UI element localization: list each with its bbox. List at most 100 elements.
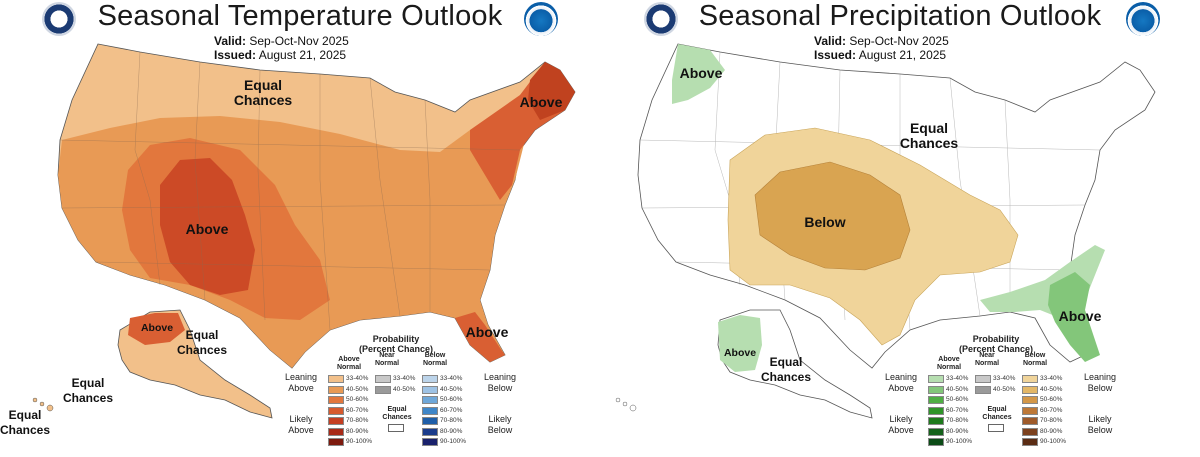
legend-near-range: 40-50% — [993, 385, 1016, 393]
precip-label-above-northwest: Above — [679, 65, 723, 81]
legend-below-range: 50-60% — [1040, 396, 1063, 403]
alaska-above-region — [128, 313, 185, 345]
legend-above-swatch — [328, 396, 344, 404]
legend-above-range: 70-80% — [346, 417, 369, 424]
temp-label-above-florida: Above — [465, 324, 509, 340]
legend-title: Probability (Percent Chance) — [358, 334, 434, 354]
legend-below-range: 50-60% — [440, 396, 463, 403]
legend-below-swatch — [1022, 427, 1038, 436]
doc-seal-icon — [644, 2, 678, 36]
temperature-issued: Issued: August 21, 2025 — [214, 48, 346, 63]
legend-likely-above: Likely Above — [288, 414, 314, 435]
legend-equal-chances-swatch — [388, 424, 404, 432]
legend-col-near: Near Normal — [374, 352, 400, 367]
legend-below-swatch — [1022, 385, 1038, 394]
valid-label: Valid: — [814, 34, 847, 48]
precip-label-below-center: Below — [804, 214, 846, 230]
legend-above-swatch — [928, 375, 944, 383]
precip-florida-above-region — [1048, 272, 1100, 362]
legend-above-swatch — [328, 417, 344, 425]
legend-above-range: 60-70% — [346, 406, 369, 414]
temp-label-above-northeast: Above — [519, 94, 563, 110]
legend-col-below: Below Normal — [1022, 352, 1048, 367]
issued-label: Issued: — [814, 48, 857, 62]
legend-below-swatch — [422, 396, 438, 404]
legend-above-range: 60-70% — [946, 406, 969, 414]
legend-above-range: 80-90% — [946, 427, 969, 435]
legend-col-above: Above Normal — [936, 356, 962, 371]
legend-above-swatch — [928, 438, 944, 446]
temp-label-equal-hawaii: Equal Chances — [0, 408, 51, 437]
temp-label-above-southwest: Above — [185, 221, 229, 237]
precip-label-above-southeast: Above — [1058, 308, 1102, 324]
legend-equal-chances-swatch — [988, 424, 1004, 432]
legend-near-swatch — [375, 385, 391, 394]
legend-near-range: 33-40% — [993, 375, 1016, 382]
legend-near-swatch — [375, 375, 391, 383]
legend-below-range: 60-70% — [440, 406, 463, 414]
temp-label-above-alaska: Above — [140, 322, 174, 334]
legend-above-range: 90-100% — [946, 438, 973, 445]
legend-above-range: 50-60% — [946, 396, 969, 403]
legend-below-range: 40-50% — [1040, 385, 1063, 393]
temp-60-70-region — [160, 158, 255, 295]
legend-above-swatch — [928, 427, 944, 436]
legend-below-range: 90-100% — [440, 438, 467, 445]
precipitation-panel: Seasonal Precipitation Outlook Valid: Se… — [600, 0, 1200, 457]
legend-below-swatch — [1022, 396, 1038, 404]
temp-label-equal-north: Equal Chances — [233, 77, 293, 108]
legend-above-swatch — [328, 406, 344, 415]
legend-above-range: 90-100% — [346, 438, 373, 445]
legend-above-range: 80-90% — [346, 427, 369, 435]
valid-value: Sep-Oct-Nov 2025 — [249, 34, 349, 48]
precip-label-equal-center: Equal Chances — [899, 120, 959, 151]
legend-title: Probability (Percent Chance) — [958, 334, 1034, 354]
legend-leaning-above: Leaning Above — [884, 372, 918, 393]
hawaii-islands — [615, 397, 637, 412]
legend-above-range: 50-60% — [346, 396, 369, 403]
legend-below-range: 70-80% — [440, 417, 463, 424]
legend-above-swatch — [328, 427, 344, 436]
alaska-above-region — [718, 315, 762, 372]
legend-likely-above: Likely Above — [888, 414, 914, 435]
temperature-map — [32, 43, 576, 419]
legend-above-range: 40-50% — [946, 385, 969, 393]
legend-near-swatch — [975, 385, 991, 394]
legend-below-swatch — [422, 375, 438, 383]
legend-col-below: Below Normal — [422, 352, 448, 367]
valid-label: Valid: — [214, 34, 247, 48]
legend-above-swatch — [328, 385, 344, 394]
legend-leaning-above: Leaning Above — [284, 372, 318, 393]
hawaii-islands — [32, 397, 54, 412]
precipitation-issued: Issued: August 21, 2025 — [814, 48, 946, 63]
legend-below-range: 70-80% — [1040, 417, 1063, 424]
issued-value: August 21, 2025 — [258, 48, 347, 62]
legend-leaning-below: Leaning Below — [1083, 372, 1117, 393]
doc-seal-icon — [42, 2, 76, 36]
legend-above-swatch — [928, 417, 944, 425]
legend-below-range: 80-90% — [1040, 427, 1063, 435]
precip-label-above-alaska: Above — [723, 347, 757, 359]
precip-label-equal-alaska: Equal Chances — [760, 355, 812, 384]
legend-below-swatch — [422, 417, 438, 425]
legend-below-swatch — [1022, 406, 1038, 415]
precipitation-map — [615, 43, 1156, 419]
legend-leaning-below: Leaning Below — [483, 372, 517, 393]
noaa-logo-icon — [524, 2, 558, 36]
temperature-title: Seasonal Temperature Outlook — [97, 0, 503, 32]
legend-col-near: Near Normal — [974, 352, 1000, 367]
legend-below-range: 40-50% — [440, 385, 463, 393]
legend-below-range: 33-40% — [440, 375, 463, 382]
temp-label-equal-alaska-west: Equal Chances — [62, 376, 114, 405]
legend-near-swatch — [975, 375, 991, 383]
valid-value: Sep-Oct-Nov 2025 — [849, 34, 949, 48]
precipitation-title: Seasonal Precipitation Outlook — [698, 0, 1102, 32]
legend-below-range: 80-90% — [440, 427, 463, 435]
legend-above-range: 40-50% — [346, 385, 369, 393]
legend-below-range: 60-70% — [1040, 406, 1063, 414]
legend-below-swatch — [1022, 438, 1038, 446]
precipitation-valid: Valid: Sep-Oct-Nov 2025 — [814, 34, 949, 49]
temp-label-equal-alaska-east: Equal Chances — [176, 328, 228, 357]
temperature-panel: Seasonal Temperature Outlook Valid: Sep-… — [0, 0, 576, 446]
legend-below-range: 90-100% — [1040, 438, 1067, 445]
